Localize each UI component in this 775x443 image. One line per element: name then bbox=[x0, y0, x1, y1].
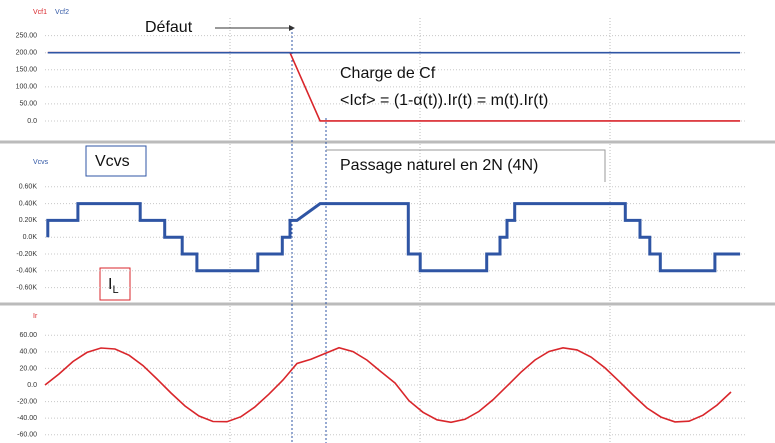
legend-entry: Vcf1 bbox=[33, 9, 47, 16]
y-tick-label: 0.20K bbox=[19, 217, 38, 224]
legend-entry: Vcf2 bbox=[55, 9, 69, 16]
annotation-sub: L bbox=[112, 284, 118, 296]
y-tick-label: -0.40K bbox=[16, 268, 37, 275]
y-tick-label: 0.0 bbox=[27, 118, 37, 125]
y-tick-label: -0.60K bbox=[16, 284, 37, 291]
y-tick-label: 0.60K bbox=[19, 184, 38, 191]
arrow-head bbox=[289, 25, 295, 31]
annotation: Passage naturel en 2N (4N) bbox=[340, 157, 538, 174]
y-tick-label: 50.00 bbox=[19, 101, 37, 108]
annotation: IL bbox=[108, 276, 119, 296]
vcvs-box bbox=[85, 145, 147, 177]
legend-entry: Vcvs bbox=[33, 159, 49, 166]
series-line bbox=[46, 202, 741, 273]
y-tick-label: 40.00 bbox=[19, 349, 37, 356]
y-tick-label: 20.00 bbox=[19, 365, 37, 372]
y-tick-label: 0.0K bbox=[23, 234, 38, 241]
annotation-main: I bbox=[108, 276, 112, 293]
y-tick-label: -20.00 bbox=[17, 398, 37, 405]
series-line bbox=[44, 346, 732, 424]
annotation: <Icf> = (1-α(t)).Ir(t) = m(t).Ir(t) bbox=[340, 92, 548, 109]
y-tick-label: 60.00 bbox=[19, 332, 37, 339]
y-tick-label: 250.00 bbox=[16, 32, 38, 39]
y-tick-label: 0.40K bbox=[19, 200, 38, 207]
legend-entry: Ir bbox=[33, 313, 38, 320]
annotation: Défaut bbox=[145, 19, 193, 36]
il-box bbox=[99, 267, 131, 301]
annotation: Vcvs bbox=[95, 153, 130, 170]
passage-box bbox=[326, 149, 606, 182]
y-tick-label: 0.0 bbox=[27, 382, 37, 389]
panel-frames bbox=[0, 18, 775, 443]
y-tick-label: 200.00 bbox=[16, 50, 38, 57]
y-tick-label: -40.00 bbox=[17, 415, 37, 422]
y-tick-label: 100.00 bbox=[16, 84, 38, 91]
y-tick-label: 150.00 bbox=[16, 67, 38, 74]
y-tick-label: -60.00 bbox=[17, 432, 37, 439]
annotation: Charge de Cf bbox=[340, 65, 436, 82]
y-tick-label: -0.20K bbox=[16, 251, 37, 258]
